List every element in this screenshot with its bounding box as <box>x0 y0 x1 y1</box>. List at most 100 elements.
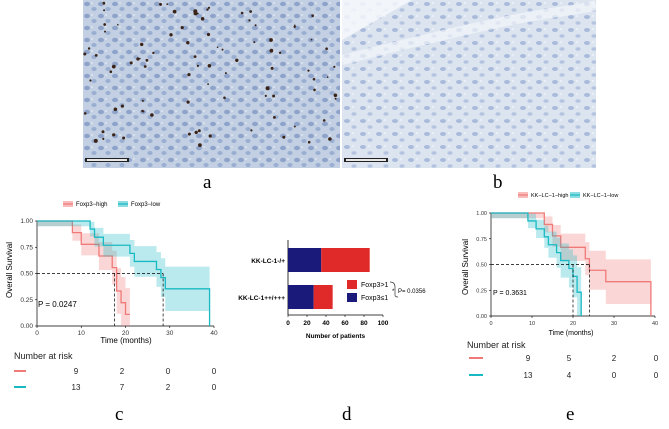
survival-curve <box>37 220 211 326</box>
stained-nucleus <box>197 129 201 133</box>
stained-nucleus <box>129 61 133 65</box>
y-tick-label: 0.75 <box>20 244 33 251</box>
stained-nucleus <box>307 69 310 72</box>
km-plot-c: Foxp3−high Foxp3−low Overall Survival 0.… <box>5 201 218 345</box>
stained-nucleus <box>139 57 141 60</box>
stained-nucleus <box>198 143 202 148</box>
stained-nucleus <box>207 64 212 68</box>
stained-nucleus <box>206 8 209 11</box>
xlabel-c: Time (months) <box>100 336 152 345</box>
y-tick-label: 0.25 <box>476 288 487 294</box>
x-tick-label: 20 <box>303 320 311 327</box>
stained-nucleus <box>282 135 286 139</box>
stained-nucleus <box>326 76 329 78</box>
stained-nucleus <box>159 2 162 6</box>
x-tick-label: 20 <box>570 321 576 327</box>
stained-nucleus <box>152 51 155 55</box>
confidence-band <box>491 213 651 316</box>
stained-nucleus <box>208 134 212 138</box>
stained-nucleus <box>141 109 144 113</box>
bar-segment <box>288 248 322 272</box>
ihc-image-a <box>83 0 340 168</box>
y-tick-label: 0.50 <box>476 263 487 269</box>
stained-nucleus <box>94 54 98 57</box>
risk-count: 0 <box>612 371 617 380</box>
stained-nucleus <box>102 1 106 5</box>
scale-bar-a <box>85 158 129 162</box>
stained-nucleus <box>311 14 314 17</box>
legend-c-low: Foxp3−low <box>131 202 161 208</box>
stained-nucleus <box>269 48 274 53</box>
stained-nucleus <box>187 73 191 77</box>
significance-star: * <box>392 289 395 295</box>
survival-curve <box>491 212 582 316</box>
stained-nucleus <box>150 113 154 117</box>
stained-nucleus <box>278 51 282 54</box>
risk-title-e: Number at risk <box>467 340 526 350</box>
stained-nucleus <box>143 65 147 68</box>
risk-count: 7 <box>120 383 125 392</box>
stained-nucleus <box>111 64 116 69</box>
stained-nucleus <box>307 140 311 144</box>
risk-count: 13 <box>72 383 81 392</box>
stained-nucleus <box>223 96 226 100</box>
x-tick-label: 40 <box>652 321 658 327</box>
stained-nucleus <box>101 130 105 134</box>
x-tick-label: 40 <box>210 330 218 337</box>
stained-nucleus <box>250 129 253 132</box>
stained-nucleus <box>328 137 332 141</box>
legend-swatch <box>347 280 357 289</box>
stained-nucleus <box>248 19 251 22</box>
stained-nucleus <box>249 10 253 13</box>
risk-count: 0 <box>212 383 217 392</box>
risk-count: 2 <box>120 367 125 376</box>
caption-b: b <box>493 172 503 193</box>
stained-nucleus <box>264 94 267 97</box>
stained-nucleus <box>254 24 257 27</box>
stained-nucleus <box>83 52 87 56</box>
y-tick-label: 1.00 <box>20 218 33 225</box>
stained-nucleus <box>224 72 227 75</box>
confidence-band <box>37 221 130 326</box>
caption-d: d <box>342 404 352 425</box>
stained-nucleus <box>325 47 328 50</box>
pvalue-e: P = 0.3631 <box>493 290 527 297</box>
stained-nucleus <box>93 138 98 143</box>
legend-label: Foxp3≤1 <box>361 295 388 302</box>
stained-nucleus <box>186 100 190 104</box>
stained-nucleus <box>206 32 211 37</box>
stained-nucleus <box>113 107 118 112</box>
x-tick-label: 0 <box>286 320 290 327</box>
stained-nucleus <box>102 137 105 140</box>
risk-count: 5 <box>567 354 572 363</box>
x-tick-label: 30 <box>611 321 617 327</box>
risk-count: 13 <box>524 371 533 380</box>
ihc-texture-b <box>342 0 596 168</box>
y-tick-label: 0.75 <box>476 237 487 243</box>
risk-table-c: 9 2 0 0 13 7 2 0 <box>14 367 217 392</box>
legend-c: Foxp3−high Foxp3−low <box>63 201 161 208</box>
y-tick-label: 0.50 <box>20 271 33 278</box>
legend-e: KK−LC−1−high KK−LC−1−low <box>518 192 618 199</box>
stained-nucleus <box>169 33 173 37</box>
stained-nucleus <box>270 66 274 70</box>
category-label: KK-LC-1++/+++ <box>238 295 285 302</box>
legend-swatch <box>347 293 357 302</box>
confidence-band <box>37 221 210 326</box>
stained-nucleus <box>166 3 169 5</box>
stained-nucleus <box>103 9 106 12</box>
plot-area-c: 0.00 0.25 0.50 0.75 1.00 0 10 20 30 40 <box>20 218 218 337</box>
ihc-image-b <box>342 0 596 168</box>
bar-segment <box>321 248 370 272</box>
x-tick-label: 40 <box>322 320 330 327</box>
y-tick-label: 0.25 <box>20 297 33 304</box>
stained-nucleus <box>104 30 106 33</box>
legend-e-low: KK−LC−1−low <box>583 193 618 199</box>
confidence-band <box>491 213 582 316</box>
stained-nucleus <box>310 38 313 41</box>
scale-bar-b <box>344 158 388 162</box>
stained-nucleus <box>322 119 326 122</box>
stained-nucleus <box>193 9 198 14</box>
risk-count: 9 <box>74 367 79 376</box>
stained-nucleus <box>120 104 124 108</box>
